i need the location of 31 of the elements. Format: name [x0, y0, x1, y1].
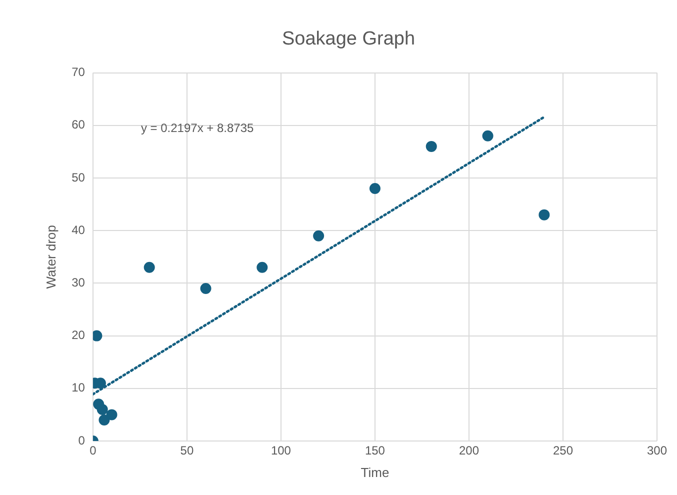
x-tick-label: 50 — [180, 444, 194, 458]
point — [106, 409, 118, 420]
point — [98, 414, 110, 426]
point — [96, 404, 108, 415]
point — [538, 209, 550, 220]
y-tick-label: 50 — [72, 170, 86, 184]
y-tick-label: 10 — [72, 380, 86, 395]
x-tick-label: 300 — [646, 444, 668, 458]
point — [144, 262, 155, 273]
point — [92, 330, 102, 342]
x-tick-label: 100 — [270, 444, 292, 458]
chart-title: Soakage Graph — [282, 28, 416, 50]
point — [482, 130, 494, 142]
y-tick-label: 70 — [72, 65, 86, 80]
x-tick-label: 150 — [364, 444, 386, 458]
point — [313, 230, 324, 242]
y-axis-title: Water drop — [43, 224, 58, 289]
x-axis-title: Time — [360, 464, 390, 480]
point — [200, 282, 212, 294]
annotation: y = 0.2197x + 8.8735 — [140, 121, 254, 136]
x-tick-label: 200 — [458, 444, 480, 458]
point — [369, 183, 380, 194]
y-tick-label: 60 — [72, 118, 86, 132]
y-tick-label: 20 — [72, 328, 86, 342]
x-tick-label: 0 — [90, 444, 97, 458]
x-tick-label: 250 — [552, 444, 574, 458]
y-tick-label: 40 — [72, 222, 86, 237]
point — [426, 140, 437, 152]
y-tick-label: 30 — [72, 276, 86, 290]
point — [256, 262, 268, 273]
y-tick-label: 0 — [78, 433, 86, 448]
